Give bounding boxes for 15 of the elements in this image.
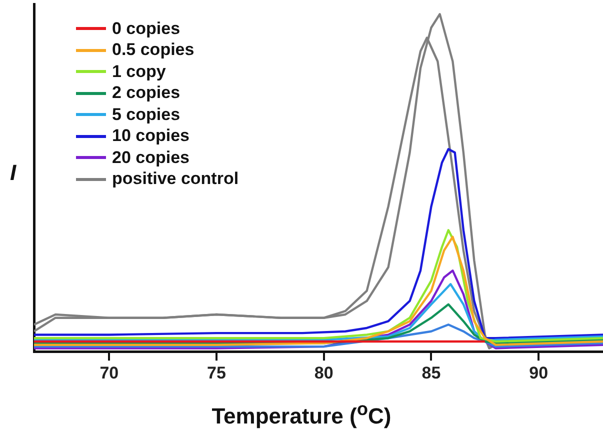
x-tick-label: 80 [314, 363, 334, 382]
x-tick-label: 75 [207, 363, 226, 382]
y-axis-title: I [10, 160, 16, 186]
legend-label: positive control [112, 169, 239, 190]
legend-label: 1 copy [112, 62, 166, 82]
x-tick-label: 70 [100, 363, 119, 382]
legend-label: 20 copies [112, 148, 190, 168]
legend-label: 0.5 copies [112, 40, 194, 60]
legend-label: 10 copies [112, 126, 190, 146]
legend-label: 5 copies [112, 104, 180, 125]
x-tick-label: 90 [529, 363, 548, 382]
legend-label: 2 copies [112, 83, 180, 104]
x-tick-label: 85 [422, 363, 441, 382]
x-axis-title: Temperature ($^{o}$C) [210, 398, 392, 430]
legend-label: 0 copies [112, 18, 180, 39]
